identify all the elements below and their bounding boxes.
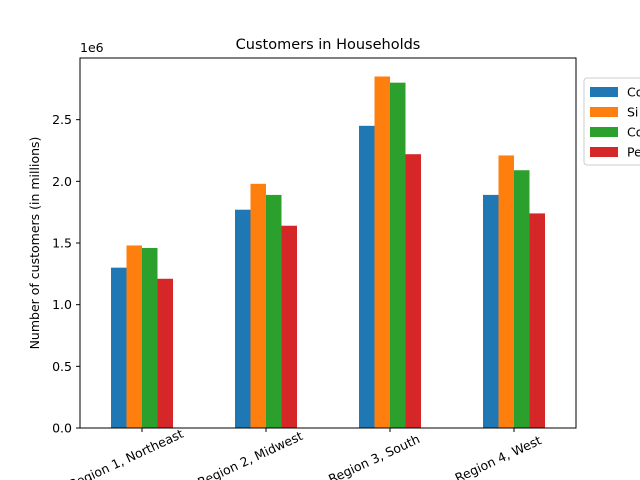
legend: Co Si Co Pe bbox=[583, 77, 640, 166]
bar-1-series-2 bbox=[126, 245, 142, 428]
legend-swatch-4 bbox=[590, 147, 618, 157]
x-tick-label: Region 4, West bbox=[453, 432, 544, 480]
bar-3-series-3 bbox=[390, 82, 406, 429]
bar-2-series-1 bbox=[235, 209, 251, 428]
legend-swatch-3 bbox=[590, 127, 618, 137]
y-tick-label: 2.0 bbox=[52, 174, 72, 189]
bar-3-series-1 bbox=[359, 125, 375, 428]
y-scale-note: 1e6 bbox=[80, 40, 104, 55]
x-tick-label: Region 3, South bbox=[326, 431, 422, 480]
bar-1-series-3 bbox=[142, 247, 158, 428]
bar-4-series-4 bbox=[529, 213, 545, 428]
y-tick-label: 2.5 bbox=[52, 112, 72, 127]
bar-2-series-3 bbox=[266, 194, 282, 428]
y-tick-label: 1.0 bbox=[52, 297, 72, 312]
x-tick-label: Region 1, Northeast bbox=[67, 426, 186, 480]
legend-swatch-2 bbox=[590, 107, 618, 117]
legend-swatch-1 bbox=[590, 87, 618, 97]
bar-1-series-4 bbox=[157, 278, 173, 428]
y-tick-label: 0.0 bbox=[52, 421, 72, 436]
bar-3-series-2 bbox=[374, 76, 390, 428]
legend-label-1: Co bbox=[627, 85, 640, 100]
plot-frame bbox=[79, 57, 577, 429]
x-tick-label: Region 2, Midwest bbox=[195, 428, 305, 480]
bar-3-series-4 bbox=[405, 154, 421, 428]
x-axis-ticks: Region 1, Northeast Region 2, Midwest Regi… bbox=[67, 426, 544, 480]
y-axis-ticks: 0.0 0.5 1.0 1.5 2.0 2.5 bbox=[52, 112, 80, 436]
y-tick-label: 0.5 bbox=[52, 359, 72, 374]
y-axis-label: Number of customers (in millions) bbox=[27, 137, 42, 350]
bar-4-series-3 bbox=[514, 170, 530, 429]
bar-2-series-2 bbox=[250, 183, 266, 428]
y-tick-label: 1.5 bbox=[52, 236, 72, 251]
chart-title: Customers in Households bbox=[236, 37, 421, 53]
legend-box bbox=[583, 77, 640, 166]
legend-label-4: Pe bbox=[627, 145, 640, 160]
legend-label-3: Co bbox=[627, 125, 640, 140]
bar-4-series-1 bbox=[483, 194, 499, 428]
bars-group bbox=[111, 76, 545, 429]
bar-2-series-4 bbox=[281, 225, 297, 428]
bar-1-series-1 bbox=[111, 267, 127, 428]
legend-label-2: Si bbox=[627, 105, 638, 120]
bar-4-series-2 bbox=[498, 155, 514, 428]
